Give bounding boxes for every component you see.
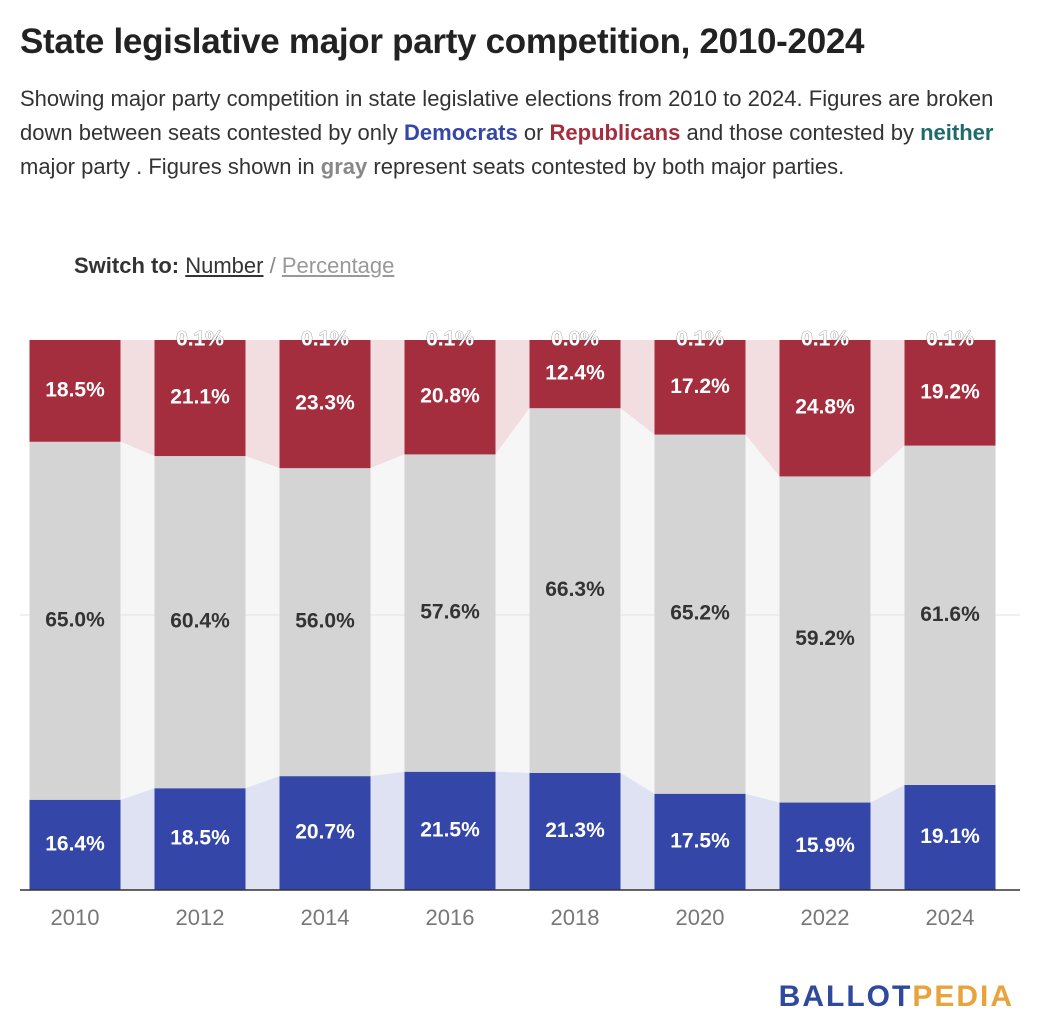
bar-both-2010 bbox=[29, 441, 121, 800]
data-label-democrats: 19.1% bbox=[920, 825, 980, 848]
data-label-democrats: 17.5% bbox=[670, 829, 730, 852]
data-label-republicans: 18.5% bbox=[45, 378, 105, 401]
data-label-both: 57.6% bbox=[420, 601, 480, 624]
bar-both-2022 bbox=[779, 476, 871, 803]
bar-republicans-2020 bbox=[654, 340, 746, 435]
percentage-option-link[interactable]: Percentage bbox=[281, 253, 395, 278]
republican-band bbox=[29, 340, 996, 477]
bar-both-2018 bbox=[529, 408, 621, 773]
chart-description: Showing major party competition in state… bbox=[20, 82, 1020, 184]
neither-keyword: neither bbox=[920, 120, 994, 145]
description-text: major party . Figures shown in bbox=[20, 154, 321, 179]
data-label-republicans: 24.8% bbox=[795, 396, 855, 419]
data-label-republicans: 21.1% bbox=[170, 386, 230, 409]
bar-democrats-2016 bbox=[404, 771, 496, 890]
data-label-both: 59.2% bbox=[795, 627, 855, 650]
x-tick-label: 2018 bbox=[551, 905, 600, 930]
ballotpedia-logo: BALLOTPEDIA bbox=[779, 980, 1014, 1014]
bar-democrats-2020 bbox=[654, 793, 746, 890]
bar-democrats-2024 bbox=[904, 784, 996, 890]
bar-republicans-2010 bbox=[29, 340, 121, 442]
logo-part-pedia: PEDIA bbox=[912, 980, 1014, 1013]
republicans-keyword: Republicans bbox=[549, 120, 681, 145]
bar-republicans-2018 bbox=[529, 340, 621, 409]
data-label-both: 60.4% bbox=[170, 610, 230, 633]
description-text: or bbox=[517, 120, 550, 145]
x-tick-label: 2020 bbox=[676, 905, 725, 930]
description-text: Showing major party competition in state… bbox=[20, 86, 994, 145]
bar-republicans-2014 bbox=[279, 340, 371, 469]
x-tick-label: 2016 bbox=[426, 905, 475, 930]
data-label-neither: 0.1% bbox=[176, 328, 224, 351]
data-label-both: 56.0% bbox=[295, 610, 355, 633]
bar-both-2016 bbox=[404, 454, 496, 772]
gray-band bbox=[29, 408, 996, 803]
x-tick-label: 2024 bbox=[926, 905, 975, 930]
bar-republicans-2022 bbox=[779, 340, 871, 477]
switch-label: Switch to: bbox=[74, 253, 180, 278]
data-label-neither: 0.1% bbox=[676, 328, 724, 351]
chart-title: State legislative major party competitio… bbox=[20, 22, 865, 61]
data-label-democrats: 18.5% bbox=[170, 827, 230, 850]
data-label-neither: 0.1% bbox=[426, 328, 474, 351]
data-label-both: 61.6% bbox=[920, 603, 980, 626]
bar-democrats-2014 bbox=[279, 776, 371, 890]
x-tick-label: 2010 bbox=[51, 905, 100, 930]
data-label-democrats: 15.9% bbox=[795, 834, 855, 857]
x-tick-label: 2012 bbox=[176, 905, 225, 930]
data-label-democrats: 21.3% bbox=[545, 819, 605, 842]
data-label-neither: 0.1% bbox=[301, 328, 349, 351]
bar-both-2012 bbox=[154, 456, 246, 789]
bar-democrats-2012 bbox=[154, 788, 246, 890]
bar-both-2024 bbox=[904, 445, 996, 785]
democrats-keyword: Democrats bbox=[404, 120, 518, 145]
switch-separator: / bbox=[269, 253, 276, 278]
bar-democrats-2018 bbox=[529, 772, 621, 890]
data-label-democrats: 20.7% bbox=[295, 821, 355, 844]
number-option-link[interactable]: Number bbox=[185, 253, 264, 278]
bar-both-2014 bbox=[279, 468, 371, 777]
x-tick-label: 2022 bbox=[801, 905, 850, 930]
data-label-republicans: 12.4% bbox=[545, 362, 605, 385]
bar-both-2020 bbox=[654, 434, 746, 794]
data-label-republicans: 17.2% bbox=[670, 375, 730, 398]
data-label-democrats: 16.4% bbox=[45, 832, 105, 855]
bar-republicans-2016 bbox=[404, 340, 496, 455]
data-label-both: 65.2% bbox=[670, 602, 730, 625]
x-tick-label: 2014 bbox=[301, 905, 350, 930]
data-label-both: 65.0% bbox=[45, 608, 105, 631]
logo-part-ballot: BALLOT bbox=[778, 980, 913, 1013]
bar-republicans-2012 bbox=[154, 340, 246, 457]
data-label-both: 66.3% bbox=[545, 578, 605, 601]
description-text: represent seats contested by both major … bbox=[367, 154, 845, 179]
data-label-neither: 0.1% bbox=[801, 328, 849, 351]
bar-democrats-2010 bbox=[29, 799, 121, 890]
democrat-band bbox=[29, 771, 996, 890]
data-label-republicans: 20.8% bbox=[420, 385, 480, 408]
data-label-neither: 0.0% bbox=[551, 328, 599, 351]
data-label-republicans: 19.2% bbox=[920, 380, 980, 403]
data-label-neither: 0.1% bbox=[926, 328, 974, 351]
bar-republicans-2024 bbox=[904, 340, 996, 446]
description-text: and those contested by bbox=[680, 120, 921, 145]
data-label-republicans: 23.3% bbox=[295, 392, 355, 415]
bar-democrats-2022 bbox=[779, 802, 871, 890]
stacked-bar-chart: 16.4% 65.0% 18.5% 2010 18.5% 60.4% 21.1% 0.1% 20… bbox=[20, 327, 1020, 930]
view-switcher: Switch to: Number / Percentage bbox=[74, 253, 394, 279]
data-label-democrats: 21.5% bbox=[420, 818, 480, 841]
gray-keyword: gray bbox=[320, 154, 368, 179]
